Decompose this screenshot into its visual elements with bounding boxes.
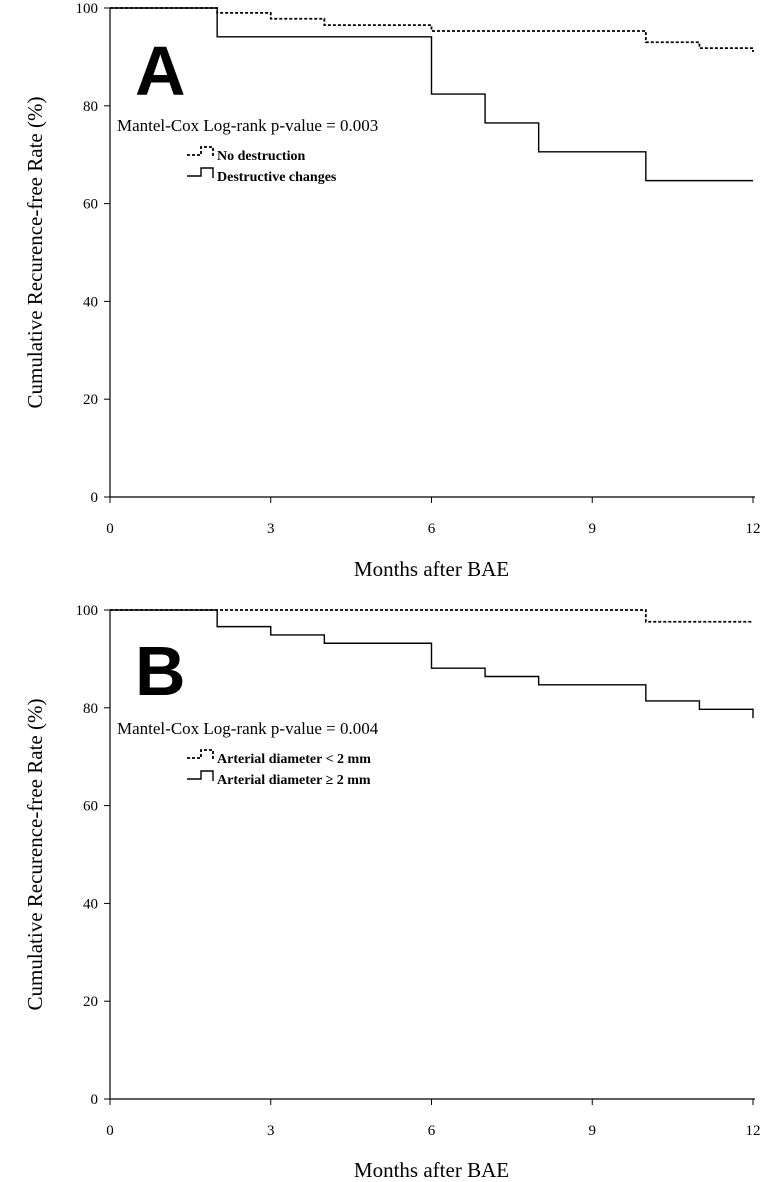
y-tick-label: 20 <box>83 994 98 1010</box>
x-tick-label: 12 <box>746 521 761 537</box>
legend-label: Arterial diameter < 2 mm <box>217 752 371 767</box>
legend-label: Destructive changes <box>217 170 337 185</box>
series-line-dashed <box>110 7 754 53</box>
x-tick-label: 0 <box>106 521 114 537</box>
panel-letter: A <box>135 32 186 110</box>
y-tick-label: 40 <box>83 896 98 912</box>
y-tick-label: 0 <box>91 1092 99 1108</box>
pvalue-annotation: Mantel-Cox Log-rank p-value = 0.004 <box>117 719 379 738</box>
panel-a: 0 20 40 60 80 100 0 3 6 9 12 Months after BAE Cumula… <box>23 1 761 581</box>
x-tick-label: 9 <box>589 1123 597 1139</box>
x-tick-label: 6 <box>428 1123 436 1139</box>
x-tick-label: 9 <box>589 521 597 537</box>
y-tick-label: 80 <box>83 701 98 717</box>
legend-label: Arterial diameter ≥ 2 mm <box>217 773 371 788</box>
x-axis-title: Months after BAE <box>354 1158 509 1182</box>
y-tick-label: 20 <box>83 392 98 408</box>
series-line-solid <box>110 609 754 719</box>
x-tick-label: 3 <box>267 1123 275 1139</box>
legend-swatch-dashed <box>187 749 214 760</box>
y-tick-label: 80 <box>83 99 98 115</box>
x-axis-title: Months after BAE <box>354 557 509 581</box>
series-line-dashed <box>110 609 753 623</box>
legend-swatch-solid <box>187 770 214 781</box>
x-tick-label: 6 <box>428 521 436 537</box>
y-tick-label: 60 <box>83 197 98 213</box>
y-tick-label: 60 <box>83 799 98 815</box>
x-tick-label: 0 <box>106 1123 114 1139</box>
y-tick-label: 40 <box>83 294 98 310</box>
y-axis-title: Cumulative Recurence-free Rate (%) <box>23 699 47 1011</box>
y-axis-title: Cumulative Recurence-free Rate (%) <box>23 97 47 409</box>
panel-letter: B <box>135 632 186 710</box>
y-tick-label: 100 <box>76 1 99 17</box>
legend-swatch-solid <box>187 167 214 178</box>
pvalue-annotation: Mantel-Cox Log-rank p-value = 0.003 <box>117 116 378 135</box>
y-tick-label: 100 <box>76 603 99 619</box>
x-tick-label: 3 <box>267 521 275 537</box>
panel-b: 0 20 40 60 80 100 0 3 6 9 12 Months after BAE Cumula… <box>23 603 761 1182</box>
legend-swatch-dashed <box>187 146 214 157</box>
x-tick-label: 12 <box>746 1123 761 1139</box>
legend-label: No destruction <box>217 149 305 164</box>
series-line-solid <box>110 7 753 182</box>
y-tick-label: 0 <box>91 490 99 506</box>
